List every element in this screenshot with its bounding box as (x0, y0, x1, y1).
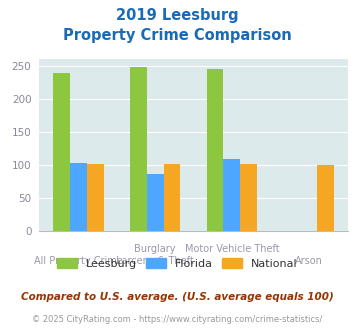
Text: Burglary: Burglary (135, 244, 176, 254)
Bar (164, 164, 180, 231)
Text: All Property Crime: All Property Crime (34, 256, 123, 266)
Bar (147, 174, 164, 231)
Text: Larceny & Theft: Larceny & Theft (116, 256, 194, 266)
Text: Property Crime Comparison: Property Crime Comparison (63, 28, 292, 43)
Text: © 2025 CityRating.com - https://www.cityrating.com/crime-statistics/: © 2025 CityRating.com - https://www.city… (32, 315, 323, 324)
Bar (87, 164, 104, 231)
Bar (53, 73, 70, 231)
Text: 2019 Leesburg: 2019 Leesburg (116, 8, 239, 23)
Bar (240, 164, 257, 231)
Bar (317, 165, 334, 231)
Bar (207, 69, 223, 231)
Bar (130, 67, 147, 231)
Bar (70, 163, 87, 231)
Bar (223, 159, 240, 231)
Text: Compared to U.S. average. (U.S. average equals 100): Compared to U.S. average. (U.S. average … (21, 292, 334, 302)
Text: Arson: Arson (295, 256, 322, 266)
Text: Motor Vehicle Theft: Motor Vehicle Theft (185, 244, 279, 254)
Legend: Leesburg, Florida, National: Leesburg, Florida, National (54, 255, 301, 272)
